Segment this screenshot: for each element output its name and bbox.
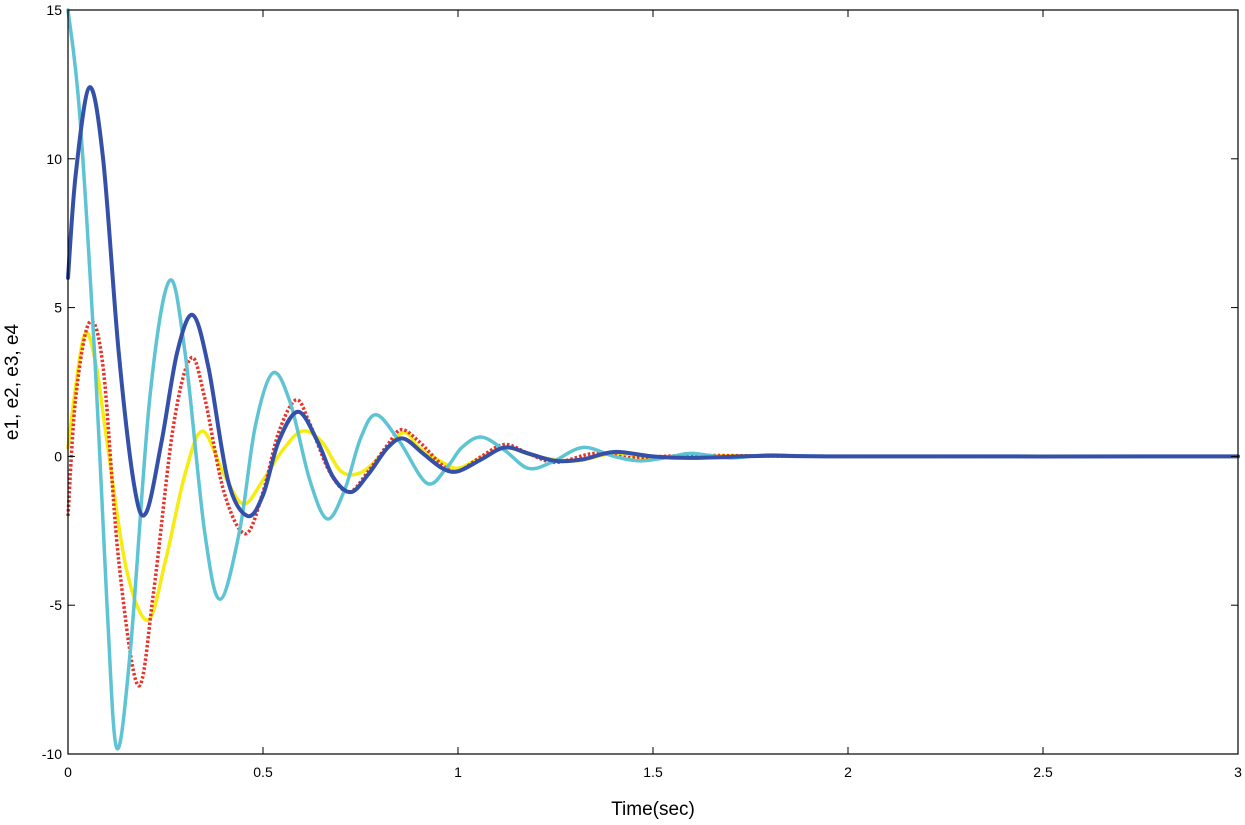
- series-line-4: [66, 85, 1240, 519]
- x-tick-label: 2.5: [1033, 764, 1053, 780]
- y-tick-label: 10: [46, 151, 62, 167]
- x-axis-label: Time(sec): [611, 799, 695, 820]
- y-tick-label: -10: [42, 746, 62, 762]
- y-tick-label: -5: [50, 597, 63, 613]
- x-tick-label: 3: [1234, 764, 1242, 780]
- series-layer: [66, 8, 1240, 751]
- y-tick-label: 15: [46, 2, 62, 18]
- y-tick-label: 5: [54, 300, 62, 316]
- x-tick-label: 2: [844, 764, 852, 780]
- y-axis-label: e1, e2, e3, e4: [2, 323, 23, 440]
- x-tick-label: 1.5: [643, 764, 663, 780]
- series-line-3: [66, 8, 1240, 751]
- x-tick-label: 0: [64, 764, 72, 780]
- x-tick-label: 0.5: [253, 764, 273, 780]
- plot-area-frame: [67, 9, 1239, 755]
- plot-area-background: [68, 10, 1238, 754]
- y-tick-label: 0: [54, 448, 62, 464]
- x-tick-label: 1: [454, 764, 462, 780]
